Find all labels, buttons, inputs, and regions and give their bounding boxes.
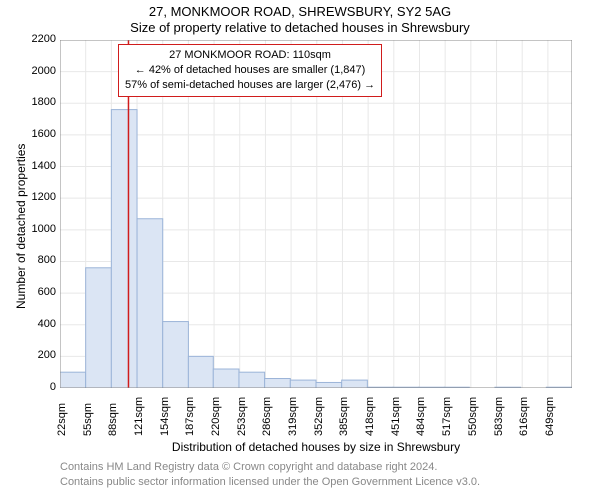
x-tick-label: 187sqm: [184, 397, 196, 436]
histogram-bar: [239, 372, 265, 388]
x-tick-label: 385sqm: [338, 397, 350, 436]
x-tick-label: 418sqm: [364, 397, 376, 436]
y-tick-label: 2200: [32, 33, 56, 45]
x-tick-label: 55sqm: [82, 403, 94, 436]
y-tick-label: 800: [38, 254, 56, 266]
histogram-bar: [60, 372, 86, 388]
x-tick-label: 517sqm: [441, 397, 453, 436]
x-tick-label: 220sqm: [210, 397, 222, 436]
y-tick-label: 1400: [32, 160, 56, 172]
histogram-bar: [188, 356, 213, 388]
y-axis-label: Number of detached properties: [14, 144, 28, 309]
footnote: Contains HM Land Registry data © Crown c…: [60, 460, 480, 490]
y-tick-label: 1800: [32, 96, 56, 108]
x-tick-label: 649sqm: [544, 397, 556, 436]
histogram-bar: [213, 369, 239, 388]
x-tick-label: 583sqm: [493, 397, 505, 436]
histogram-bar: [137, 219, 163, 388]
y-tick-label: 0: [50, 381, 56, 393]
annotation-line3: 57% of semi-detached houses are larger (…: [125, 78, 375, 93]
x-tick-label: 484sqm: [415, 397, 427, 436]
x-tick-label: 121sqm: [133, 397, 145, 436]
histogram-bar: [265, 379, 291, 388]
x-tick-label: 286sqm: [261, 397, 273, 436]
x-tick-label: 451sqm: [390, 397, 402, 436]
x-tick-label: 253sqm: [236, 397, 248, 436]
y-tick-label: 1600: [32, 128, 56, 140]
y-tick-label: 400: [38, 318, 56, 330]
x-tick-label: 319sqm: [287, 397, 299, 436]
x-tick-label: 22sqm: [56, 403, 68, 436]
annotation-line2: ← 42% of detached houses are smaller (1,…: [125, 63, 375, 78]
chart-title: 27, MONKMOOR ROAD, SHREWSBURY, SY2 5AG: [0, 4, 600, 19]
histogram-bar: [86, 268, 112, 388]
histogram-bar: [163, 322, 189, 388]
footnote-line2: Contains public sector information licen…: [60, 475, 480, 490]
y-tick-label: 1200: [32, 191, 56, 203]
annotation-box: 27 MONKMOOR ROAD: 110sqm ← 42% of detach…: [118, 44, 382, 97]
x-tick-label: 616sqm: [518, 397, 530, 436]
x-axis-label: Distribution of detached houses by size …: [60, 440, 572, 454]
footnote-line1: Contains HM Land Registry data © Crown c…: [60, 460, 480, 475]
histogram-bar: [342, 380, 368, 388]
y-tick-label: 200: [38, 349, 56, 361]
x-tick-label: 550sqm: [467, 397, 479, 436]
histogram-bar: [290, 380, 316, 388]
x-tick-label: 352sqm: [313, 397, 325, 436]
x-tick-label: 88sqm: [107, 403, 119, 436]
annotation-line1: 27 MONKMOOR ROAD: 110sqm: [125, 48, 375, 63]
chart-subtitle: Size of property relative to detached ho…: [0, 20, 600, 35]
y-tick-label: 600: [38, 286, 56, 298]
histogram-bar: [316, 382, 342, 388]
histogram-bar: [111, 110, 137, 388]
y-tick-label: 1000: [32, 223, 56, 235]
y-tick-label: 2000: [32, 65, 56, 77]
x-tick-label: 154sqm: [159, 397, 171, 436]
